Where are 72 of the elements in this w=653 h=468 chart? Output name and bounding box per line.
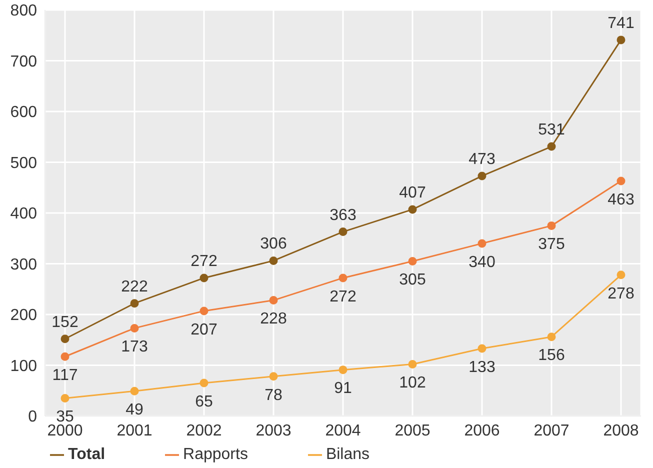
point (130, 299, 139, 308)
point (478, 172, 486, 180)
point (269, 372, 278, 381)
data-label: 228 (260, 310, 287, 328)
y-tick-label: 600 (10, 104, 38, 122)
point (130, 324, 139, 332)
point (616, 36, 626, 44)
legend-label: Bilans (326, 446, 370, 463)
point (338, 228, 348, 236)
point (130, 386, 139, 396)
point (200, 306, 208, 316)
point (408, 256, 417, 266)
point (338, 366, 348, 374)
x-tick-label: 2002 (186, 422, 222, 440)
point (269, 296, 278, 305)
data-label: 49 (126, 401, 144, 418)
data-label: 278 (608, 285, 634, 302)
legend-label: Total (68, 446, 106, 463)
data-label: 375 (538, 236, 565, 254)
data-label: 305 (399, 272, 426, 289)
point (269, 256, 278, 265)
x-tick-label: 2008 (603, 422, 639, 440)
x-tick-label: 2006 (464, 422, 500, 440)
x-tick-label: 2005 (394, 422, 430, 440)
y-tick-label: 500 (10, 154, 38, 172)
data-label: 156 (538, 347, 565, 364)
point (338, 274, 348, 282)
y-tick-label: 100 (10, 358, 38, 375)
data-label: 473 (468, 150, 496, 168)
x-tick-label: 2001 (116, 422, 152, 440)
point (200, 378, 208, 388)
point (616, 270, 626, 280)
data-label: 272 (330, 288, 356, 306)
data-label: 102 (399, 374, 426, 392)
data-label: 340 (468, 254, 496, 271)
data-label: 463 (608, 191, 634, 208)
point (547, 332, 556, 342)
data-label: 65 (195, 393, 213, 410)
y-tick-label: 700 (10, 53, 38, 70)
point (60, 334, 70, 344)
data-label: 207 (190, 321, 218, 338)
data-label: 363 (330, 206, 356, 224)
point (478, 344, 486, 353)
point (60, 394, 70, 402)
point (547, 142, 556, 151)
data-label: 117 (52, 366, 78, 384)
x-tick-label: 2003 (256, 422, 292, 440)
data-label: 173 (121, 338, 148, 356)
data-label: 272 (190, 252, 218, 270)
y-tick-label: 300 (10, 256, 38, 274)
point (547, 221, 556, 230)
point (616, 176, 626, 186)
point (408, 205, 417, 214)
data-label: 152 (52, 314, 78, 331)
point (200, 274, 208, 282)
x-tick-label: 2007 (534, 422, 570, 440)
point (60, 352, 70, 361)
point (478, 239, 486, 248)
point (408, 360, 417, 368)
data-label: 91 (334, 380, 352, 398)
y-tick-label: 400 (10, 206, 38, 223)
x-tick-label: 2004 (325, 422, 361, 440)
y-tick-label: 200 (10, 307, 38, 324)
data-label: 407 (399, 184, 426, 202)
data-label: 133 (468, 358, 496, 376)
data-label: 306 (260, 236, 287, 253)
data-label: 222 (121, 278, 148, 296)
y-tick-label: 0 (28, 408, 38, 426)
legend-label: Rapports (183, 446, 248, 463)
data-label: 741 (608, 14, 634, 32)
data-label: 78 (264, 386, 282, 404)
y-tick-label: 800 (10, 2, 38, 20)
